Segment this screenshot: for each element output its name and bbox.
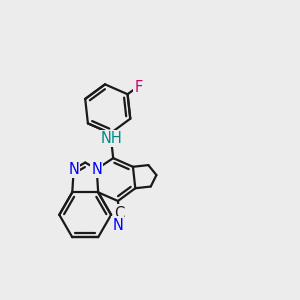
Text: N: N [91,162,102,177]
Text: N: N [112,218,123,232]
Text: C: C [114,206,124,220]
Text: F: F [134,80,143,95]
Text: N: N [68,162,79,177]
Text: NH: NH [100,131,122,146]
